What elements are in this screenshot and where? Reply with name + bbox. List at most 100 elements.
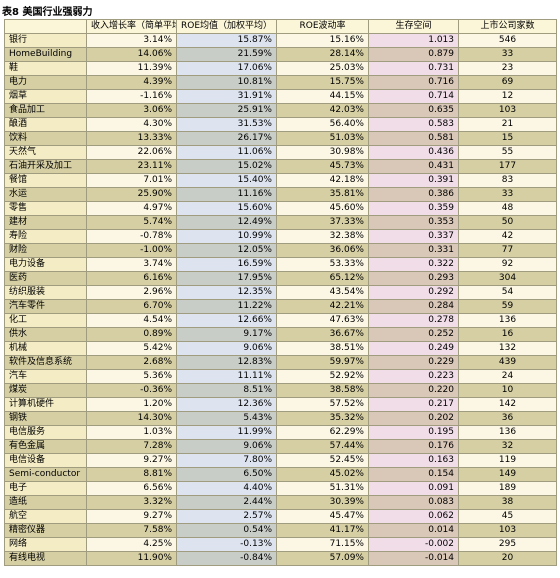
table-cell: 62.29% bbox=[276, 425, 369, 440]
table-cell: 7.58% bbox=[86, 523, 177, 538]
table-cell: 42.03% bbox=[276, 103, 369, 118]
industry-name: 医药 bbox=[4, 271, 87, 286]
table-cell: 0.731 bbox=[368, 61, 459, 76]
table-cell: 12.49% bbox=[176, 215, 277, 230]
table-cell: 0.249 bbox=[368, 341, 459, 356]
table-cell: 136 bbox=[458, 425, 557, 440]
table-row: Semi-conductor 8.81% 6.50% 45.02% 0.154 149 bbox=[4, 467, 557, 482]
table-cell: 30.39% bbox=[276, 495, 369, 510]
table-cell: 4.40% bbox=[176, 481, 277, 496]
table-cell: 30.98% bbox=[276, 145, 369, 160]
table-cell: 0.292 bbox=[368, 285, 459, 300]
table-cell: 11.11% bbox=[176, 369, 277, 384]
table-cell: 5.74% bbox=[86, 215, 177, 230]
table-cell: 65.12% bbox=[276, 271, 369, 286]
table-cell: 25.91% bbox=[176, 103, 277, 118]
table-cell: 2.68% bbox=[86, 355, 177, 370]
table-cell: 16 bbox=[458, 327, 557, 342]
table-cell: 22.06% bbox=[86, 145, 177, 160]
table-cell: 10 bbox=[458, 383, 557, 398]
table-cell: 52.45% bbox=[276, 453, 369, 468]
table-body: 银行 3.14% 15.87% 15.16% 1.013 546 HomeBuilding 1… bbox=[4, 33, 557, 566]
table-cell: 6.56% bbox=[86, 481, 177, 496]
table-cell: 132 bbox=[458, 341, 557, 356]
table-cell: 69 bbox=[458, 75, 557, 90]
table-cell: 10.81% bbox=[176, 75, 277, 90]
table-row: 医药 6.16% 17.95% 65.12% 0.293 304 bbox=[4, 271, 557, 286]
table-cell: 10.99% bbox=[176, 229, 277, 244]
table-cell: 44.15% bbox=[276, 89, 369, 104]
table-cell: 9.06% bbox=[176, 439, 277, 454]
table-cell: 45 bbox=[458, 509, 557, 524]
table-cell: 23 bbox=[458, 61, 557, 76]
table-cell: 9.06% bbox=[176, 341, 277, 356]
industry-name: 有线电视 bbox=[4, 551, 87, 566]
table-cell: 11.22% bbox=[176, 299, 277, 314]
table-cell: 25.03% bbox=[276, 61, 369, 76]
table-cell: 26.17% bbox=[176, 131, 277, 146]
table-cell: 36.67% bbox=[276, 327, 369, 342]
table-cell: -0.014 bbox=[368, 551, 459, 566]
table-cell: 15.02% bbox=[176, 159, 277, 174]
table-cell: 11.90% bbox=[86, 551, 177, 566]
table-cell: 50 bbox=[458, 215, 557, 230]
table-row: 电信设备 9.27% 7.80% 52.45% 0.163 119 bbox=[4, 453, 557, 468]
table-cell: 8.81% bbox=[86, 467, 177, 482]
table-cell: 11.06% bbox=[176, 145, 277, 160]
industry-name: 电力设备 bbox=[4, 257, 87, 272]
industry-name: 电力 bbox=[4, 75, 87, 90]
industry-name: 钢铁 bbox=[4, 411, 87, 426]
table-row: 石油开采及加工 23.11% 15.02% 45.73% 0.431 177 bbox=[4, 159, 557, 174]
industry-name: 电信设备 bbox=[4, 453, 87, 468]
table-cell: 38.58% bbox=[276, 383, 369, 398]
table-cell: 3.32% bbox=[86, 495, 177, 510]
table-cell: 51.31% bbox=[276, 481, 369, 496]
table-cell: 0.353 bbox=[368, 215, 459, 230]
table-cell: -0.84% bbox=[176, 551, 277, 566]
table-row: 电力 4.39% 10.81% 15.75% 0.716 69 bbox=[4, 75, 557, 90]
table-cell: 43.54% bbox=[276, 285, 369, 300]
table-cell: 16.59% bbox=[176, 257, 277, 272]
table-cell: 21 bbox=[458, 117, 557, 132]
table-cell: 6.50% bbox=[176, 467, 277, 482]
table-cell: 28.14% bbox=[276, 47, 369, 62]
table-cell: 142 bbox=[458, 397, 557, 412]
table-row: 饮料 13.33% 26.17% 51.03% 0.581 15 bbox=[4, 131, 557, 146]
industry-name: 天然气 bbox=[4, 145, 87, 160]
industry-name: 电信服务 bbox=[4, 425, 87, 440]
table-cell: 47.63% bbox=[276, 313, 369, 328]
column-header: ROE波动率 bbox=[276, 19, 369, 34]
table-cell: 51.03% bbox=[276, 131, 369, 146]
industry-name: 寿险 bbox=[4, 229, 87, 244]
table-cell: 0.195 bbox=[368, 425, 459, 440]
table-cell: 4.54% bbox=[86, 313, 177, 328]
table-cell: 0.436 bbox=[368, 145, 459, 160]
table-cell: 25.90% bbox=[86, 187, 177, 202]
table-cell: 0.581 bbox=[368, 131, 459, 146]
table-cell: 119 bbox=[458, 453, 557, 468]
table-cell: 0.284 bbox=[368, 299, 459, 314]
table-cell: 71.15% bbox=[276, 537, 369, 552]
table-cell: 21.59% bbox=[176, 47, 277, 62]
table-cell: 55 bbox=[458, 145, 557, 160]
table-row: 纺织服装 2.96% 12.35% 43.54% 0.292 54 bbox=[4, 285, 557, 300]
table-cell: 56.40% bbox=[276, 117, 369, 132]
table-row: 酿酒 4.30% 31.53% 56.40% 0.583 21 bbox=[4, 117, 557, 132]
table-cell: 5.36% bbox=[86, 369, 177, 384]
table-row: 财险 -1.00% 12.05% 36.06% 0.331 77 bbox=[4, 243, 557, 258]
table-cell: 189 bbox=[458, 481, 557, 496]
table-cell: 0.359 bbox=[368, 201, 459, 216]
table-cell: 13.33% bbox=[86, 131, 177, 146]
table-cell: 57.09% bbox=[276, 551, 369, 566]
table-cell: 36 bbox=[458, 411, 557, 426]
table-row: 烟草 -1.16% 31.91% 44.15% 0.714 12 bbox=[4, 89, 557, 104]
column-header: 收入增长率（简单平均） bbox=[86, 19, 177, 34]
table-row: 网络 4.25% -0.13% 71.15% -0.002 295 bbox=[4, 537, 557, 552]
table-cell: 54 bbox=[458, 285, 557, 300]
table-cell: 14.30% bbox=[86, 411, 177, 426]
table-cell: 3.06% bbox=[86, 103, 177, 118]
table-cell: 33 bbox=[458, 187, 557, 202]
